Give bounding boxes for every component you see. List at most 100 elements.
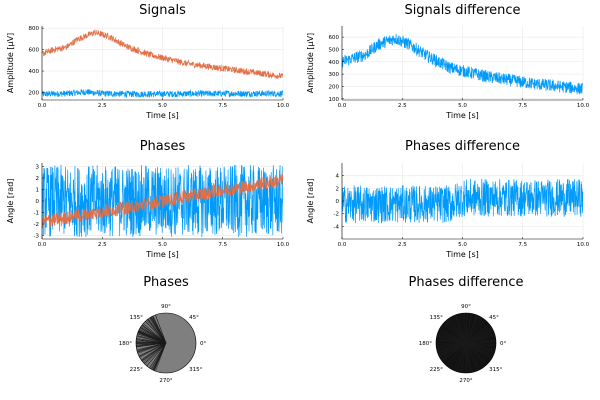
signals-chart: Signals 0.0 2.5 5.0 7.5 10.0 200 400 600 800 Time … <box>6 3 290 120</box>
polar-ray <box>465 342 487 366</box>
x-tick-label: 10.0 <box>577 103 590 109</box>
x-tick-label: 7.5 <box>518 103 527 109</box>
y-tick-label: 300 <box>329 72 340 78</box>
polar-ray <box>465 313 472 344</box>
polar-ray <box>465 314 477 344</box>
chart-title: Signals difference <box>404 3 520 18</box>
polar-ray <box>465 342 489 363</box>
polar-ray <box>458 313 467 344</box>
polar-ray <box>436 338 467 344</box>
polar-ray <box>136 341 167 344</box>
polar-ray <box>438 342 467 357</box>
polar-ray <box>465 313 467 344</box>
angle-label: 270° <box>459 378 472 384</box>
polar-ray <box>145 321 167 344</box>
x-tick-label: 5.0 <box>458 103 467 109</box>
polar-ray <box>141 342 167 361</box>
polar-ray <box>146 342 167 367</box>
y-tick-label: 2 <box>336 186 340 192</box>
x-tick-label: 0.0 <box>338 242 347 248</box>
angle-label: 270° <box>159 378 172 384</box>
polar-ray <box>465 342 468 373</box>
polar-ray <box>136 339 167 344</box>
series-line-2 <box>42 173 283 229</box>
angle-label: 135° <box>430 315 443 321</box>
chart-title: Phases <box>140 139 186 154</box>
y-tick-label: -2 <box>34 222 39 228</box>
polar-ray <box>155 314 167 344</box>
polar-ray <box>136 342 167 347</box>
x-tick-label: 10.0 <box>277 242 290 248</box>
polar-ray <box>145 342 167 365</box>
polar-ray <box>136 342 167 351</box>
series-line-2 <box>42 28 283 79</box>
polar-ray <box>465 342 490 362</box>
polar-ray <box>436 335 467 344</box>
x-tick-label: 5.0 <box>158 242 167 248</box>
polar-ray <box>152 315 167 344</box>
x-tick-label: 7.5 <box>218 103 227 109</box>
angle-label: 0° <box>200 341 206 347</box>
x-tick-label: 0.0 <box>38 242 47 248</box>
y-tick-label: 500 <box>329 47 340 53</box>
polar-frame <box>435 312 497 374</box>
polar-ray <box>151 316 167 344</box>
x-axis-label: Time [s] <box>145 111 179 120</box>
polar-ray <box>464 313 467 344</box>
y-axis-label: Angle [rad] <box>6 179 15 224</box>
polar-ray <box>465 318 484 344</box>
y-tick-label: 4 <box>336 174 340 180</box>
polar-ray <box>149 342 167 369</box>
polar-ray <box>465 342 478 371</box>
polar-ray <box>465 342 492 360</box>
polar-ray <box>465 342 496 345</box>
x-tick-label: 10.0 <box>277 103 290 109</box>
series-line-1 <box>342 33 583 95</box>
polar-ray <box>441 342 467 361</box>
series-line-1 <box>342 178 583 224</box>
polar-ray <box>465 334 495 344</box>
x-tick-label: 0.0 <box>338 103 347 109</box>
polar-ray <box>137 342 167 354</box>
x-axis-label: Time [s] <box>445 111 479 120</box>
angle-label: 45° <box>489 315 499 321</box>
y-tick-label: 3 <box>36 164 40 170</box>
polar-ray <box>443 322 467 344</box>
x-tick-label: 10.0 <box>577 242 590 248</box>
polar-ray <box>465 313 473 344</box>
angle-label: 225° <box>130 367 143 373</box>
polar-ray <box>445 342 467 366</box>
series-line-1 <box>42 89 283 99</box>
polar-ray <box>465 317 483 344</box>
polar-ray <box>438 330 467 344</box>
y-tick-label: 0 <box>36 199 40 205</box>
x-axis-label: Time [s] <box>445 250 479 259</box>
polar-ray <box>465 342 481 370</box>
polar-ray <box>461 342 467 373</box>
polar-ray <box>465 342 496 348</box>
polar-ray <box>460 313 467 344</box>
chart-title: Signals <box>139 3 186 18</box>
x-tick-label: 5.0 <box>458 242 467 248</box>
polar-ray <box>147 319 167 344</box>
y-tick-label: 400 <box>329 60 340 66</box>
y-axis-label: Amplitude [μV] <box>6 33 15 93</box>
signals-difference-chart: Signals difference 0.0 2.5 5.0 7.5 10.0 100 200… <box>306 3 590 120</box>
polar-ray <box>136 342 167 344</box>
polar-ray <box>449 317 467 344</box>
angle-label: 180° <box>419 341 432 347</box>
polar-ray <box>437 342 467 353</box>
y-tick-label: 200 <box>29 90 40 96</box>
polar-ray <box>453 342 467 371</box>
x-tick-label: 5.0 <box>158 103 167 109</box>
polar-ray <box>143 342 167 363</box>
polar-ray <box>465 342 469 373</box>
polar-ray <box>456 342 467 372</box>
polar-ray <box>465 341 496 344</box>
x-tick-label: 7.5 <box>518 242 527 248</box>
y-axis-label: Amplitude [μV] <box>306 33 315 93</box>
polar-ray <box>465 328 493 344</box>
chart-title: Phases difference <box>405 139 520 154</box>
polar-ray <box>465 342 494 355</box>
phases-difference-polar-chart: Phases difference 0° 45° 90° 135° 180° 225° 270… <box>409 275 524 384</box>
